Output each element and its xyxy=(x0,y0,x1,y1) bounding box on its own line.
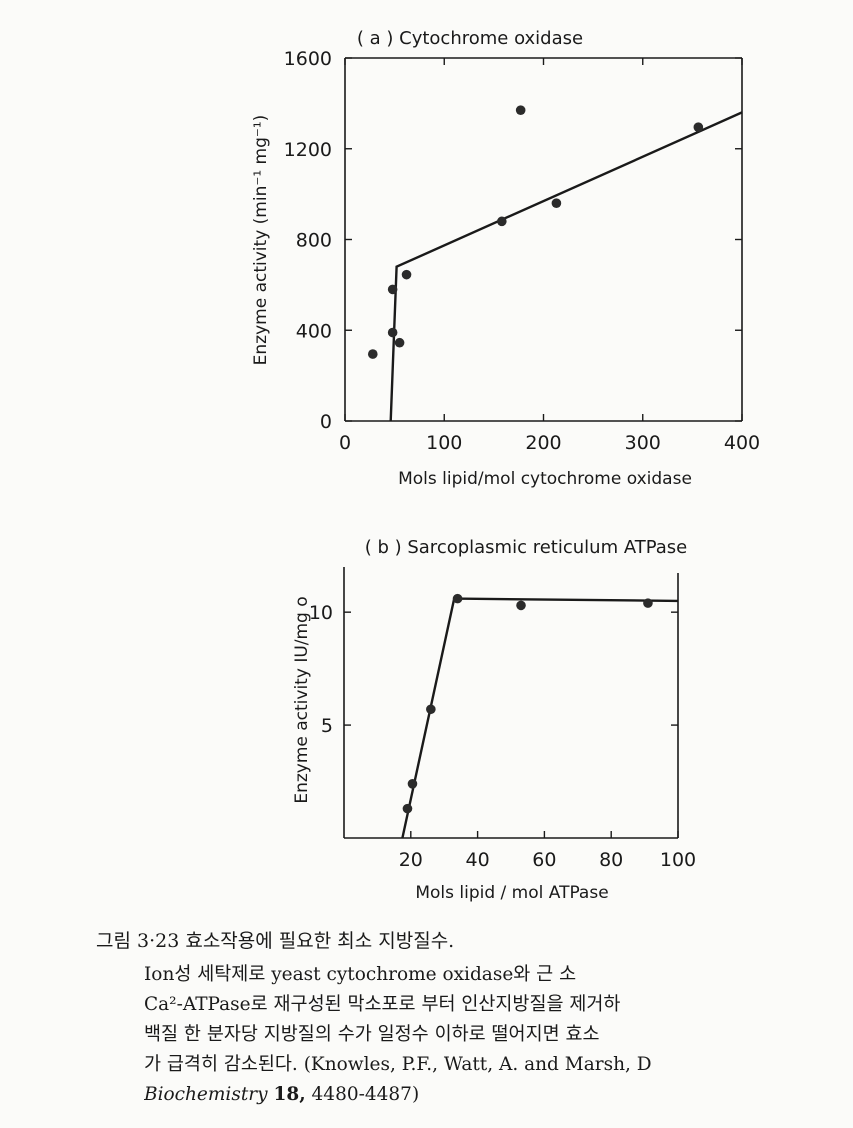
data-point xyxy=(367,349,378,359)
x-tick-label: 100 xyxy=(660,849,696,871)
caption-heading: 그림 3·23 효소작용에 필요한 최소 지방질수. xyxy=(96,930,455,952)
y-tick-label: 1200 xyxy=(284,139,332,161)
caption-line-4: 가 급격히 감소된다. (Knowles, P.F., Watt, A. and… xyxy=(144,1051,853,1078)
x-axis-title: Mols lipid/mol cytochrome oxidase xyxy=(398,469,692,489)
x-axis-title: Mols lipid / mol ATPase xyxy=(415,883,608,903)
caption-line-1: Ion성 세탁제로 yeast cytochrome oxidase와 근 소 xyxy=(144,964,577,985)
y-tick-label: 400 xyxy=(296,320,332,342)
x-tick-label: 300 xyxy=(625,432,661,454)
caption-line-4-text: 가 급격히 감소된다. xyxy=(144,1054,298,1075)
data-point xyxy=(387,284,398,295)
data-point xyxy=(516,600,526,611)
y-axis-title: Enzyme activity (min⁻¹ mg⁻¹) xyxy=(251,115,271,366)
fit-line xyxy=(401,597,679,839)
x-tick-label: 200 xyxy=(525,432,561,454)
caption-volume: 18, xyxy=(273,1084,306,1105)
chart-a-cytochrome-oxidase: 0 100 200 300 400 0 400 800 1200 1600 ( a ) Cytoch… xyxy=(251,28,760,489)
data-point xyxy=(402,803,413,814)
y-tick-label: 5 xyxy=(321,715,333,737)
y-tick-label: 0 xyxy=(320,411,332,433)
data-point xyxy=(693,122,704,132)
x-tick-label: 100 xyxy=(426,432,462,454)
data-point xyxy=(452,593,463,604)
caption-line-2: Ca²-ATPase로 재구성된 막소포로 부터 인산지방질을 제거하 xyxy=(144,994,621,1015)
data-point xyxy=(407,779,418,789)
caption-line-3: 백질 한 분자당 지방질의 수가 일정수 이하로 떨어지면 효소 xyxy=(144,1024,600,1045)
data-point xyxy=(515,105,526,115)
figure-caption: 그림 3·23 효소작용에 필요한 최소 지방질수. Ion성 세탁제로 yea… xyxy=(96,926,853,1111)
caption-pages: 4480-4487) xyxy=(311,1084,420,1105)
x-tick-label: 80 xyxy=(599,849,623,871)
x-tick-label: 20 xyxy=(399,849,423,871)
x-tick-label: 0 xyxy=(339,432,351,454)
y-tick-label: 1600 xyxy=(284,48,332,70)
y-tick-label: 800 xyxy=(296,230,332,252)
data-point xyxy=(387,327,398,338)
x-tick-label: 400 xyxy=(724,432,760,454)
chart-title: ( b ) Sarcoplasmic reticulum ATPase xyxy=(365,537,688,558)
data-point xyxy=(426,704,436,715)
caption-journal: Biochemistry xyxy=(144,1084,268,1105)
caption-line-5: Biochemistry 18, 4480-4487) xyxy=(144,1081,853,1108)
data-point xyxy=(551,198,562,208)
chart-title: ( a ) Cytochrome oxidase xyxy=(357,28,583,49)
y-axis-title: Enzyme activity IU/mg o xyxy=(292,596,312,803)
chart-b-sarcoplasmic-reticulum-atpase: 20 40 60 80 100 5 10 ( b ) Sarcoplasmic reticul… xyxy=(292,537,696,903)
y-tick-label: 10 xyxy=(309,602,333,624)
data-point xyxy=(394,337,405,348)
fit-line xyxy=(389,111,743,422)
caption-reference: (Knowles, P.F., Watt, A. and Marsh, D xyxy=(303,1054,652,1075)
x-tick-label: 40 xyxy=(466,849,490,871)
figure-area: 0 100 200 300 400 0 400 800 1200 1600 ( a ) Cytoch… xyxy=(251,28,760,903)
data-point xyxy=(497,216,507,227)
data-point xyxy=(401,269,412,280)
x-tick-label: 60 xyxy=(532,849,556,871)
data-point xyxy=(643,598,653,608)
